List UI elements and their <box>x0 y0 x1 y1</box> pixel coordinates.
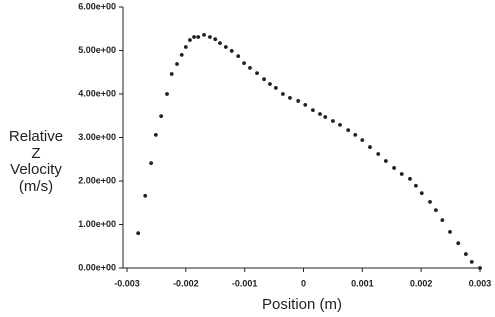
point <box>262 77 266 82</box>
point <box>281 92 285 96</box>
y-axis-title: Relative <box>9 128 63 145</box>
point <box>208 35 212 39</box>
x-tick-label: -0.002 <box>173 278 199 288</box>
point <box>255 71 259 76</box>
point <box>196 35 201 39</box>
point <box>368 145 372 149</box>
y-tick-label: 2.00e+00 <box>78 175 116 185</box>
x-tick-label: -0.001 <box>232 278 258 288</box>
point <box>331 119 335 123</box>
y-tick-label: 6.00e+00 <box>78 1 116 11</box>
point <box>248 66 252 70</box>
point <box>175 62 179 66</box>
point <box>376 152 381 156</box>
point <box>183 45 188 49</box>
point <box>478 266 482 270</box>
point <box>136 231 141 236</box>
point <box>268 82 272 86</box>
point <box>323 115 328 119</box>
y-axis-title: (m/s) <box>19 178 53 195</box>
point <box>469 260 474 264</box>
point <box>360 138 365 143</box>
point <box>440 218 445 223</box>
y-axis-title: Velocity <box>10 161 62 178</box>
point <box>165 92 169 96</box>
y-tick-label: 4.00e+00 <box>78 88 116 98</box>
x-tick-label: 0.003 <box>469 278 492 288</box>
point <box>288 96 292 100</box>
point <box>242 61 246 66</box>
point <box>303 102 308 107</box>
point <box>223 45 228 49</box>
x-tick-label: 0.001 <box>351 278 374 288</box>
point <box>153 132 158 137</box>
point <box>463 252 468 256</box>
point <box>169 72 174 76</box>
point <box>428 199 432 204</box>
point <box>192 35 196 39</box>
x-tick-label: 0.002 <box>410 278 433 288</box>
point <box>419 191 424 196</box>
y-axis-title: Z <box>31 145 40 162</box>
y-tick-label: 3.00e+00 <box>78 132 116 142</box>
point <box>383 159 388 163</box>
point <box>218 41 222 46</box>
point <box>448 229 452 234</box>
point <box>229 49 234 53</box>
point <box>149 161 154 166</box>
point <box>296 99 301 103</box>
point <box>159 114 164 119</box>
point <box>143 193 148 198</box>
x-tick-label: 0 <box>301 278 306 288</box>
point <box>399 172 404 176</box>
point <box>318 112 322 116</box>
x-axis-title: Position (m) <box>262 296 342 313</box>
point <box>311 108 315 112</box>
y-tick-label: 0.00e+00 <box>78 262 116 272</box>
point <box>202 32 206 37</box>
point <box>188 38 192 42</box>
point <box>236 54 241 59</box>
point <box>408 176 412 181</box>
point <box>353 132 358 137</box>
point <box>413 183 418 188</box>
point <box>179 52 184 57</box>
point <box>433 208 438 213</box>
point <box>338 122 342 127</box>
y-tick-label: 5.00e+00 <box>78 45 116 55</box>
point <box>273 86 278 90</box>
point <box>392 166 397 170</box>
point <box>213 37 218 42</box>
point <box>456 241 461 246</box>
x-tick-label: -0.003 <box>114 278 140 288</box>
point <box>346 128 351 133</box>
y-tick-label: 1.00e+00 <box>78 219 116 229</box>
